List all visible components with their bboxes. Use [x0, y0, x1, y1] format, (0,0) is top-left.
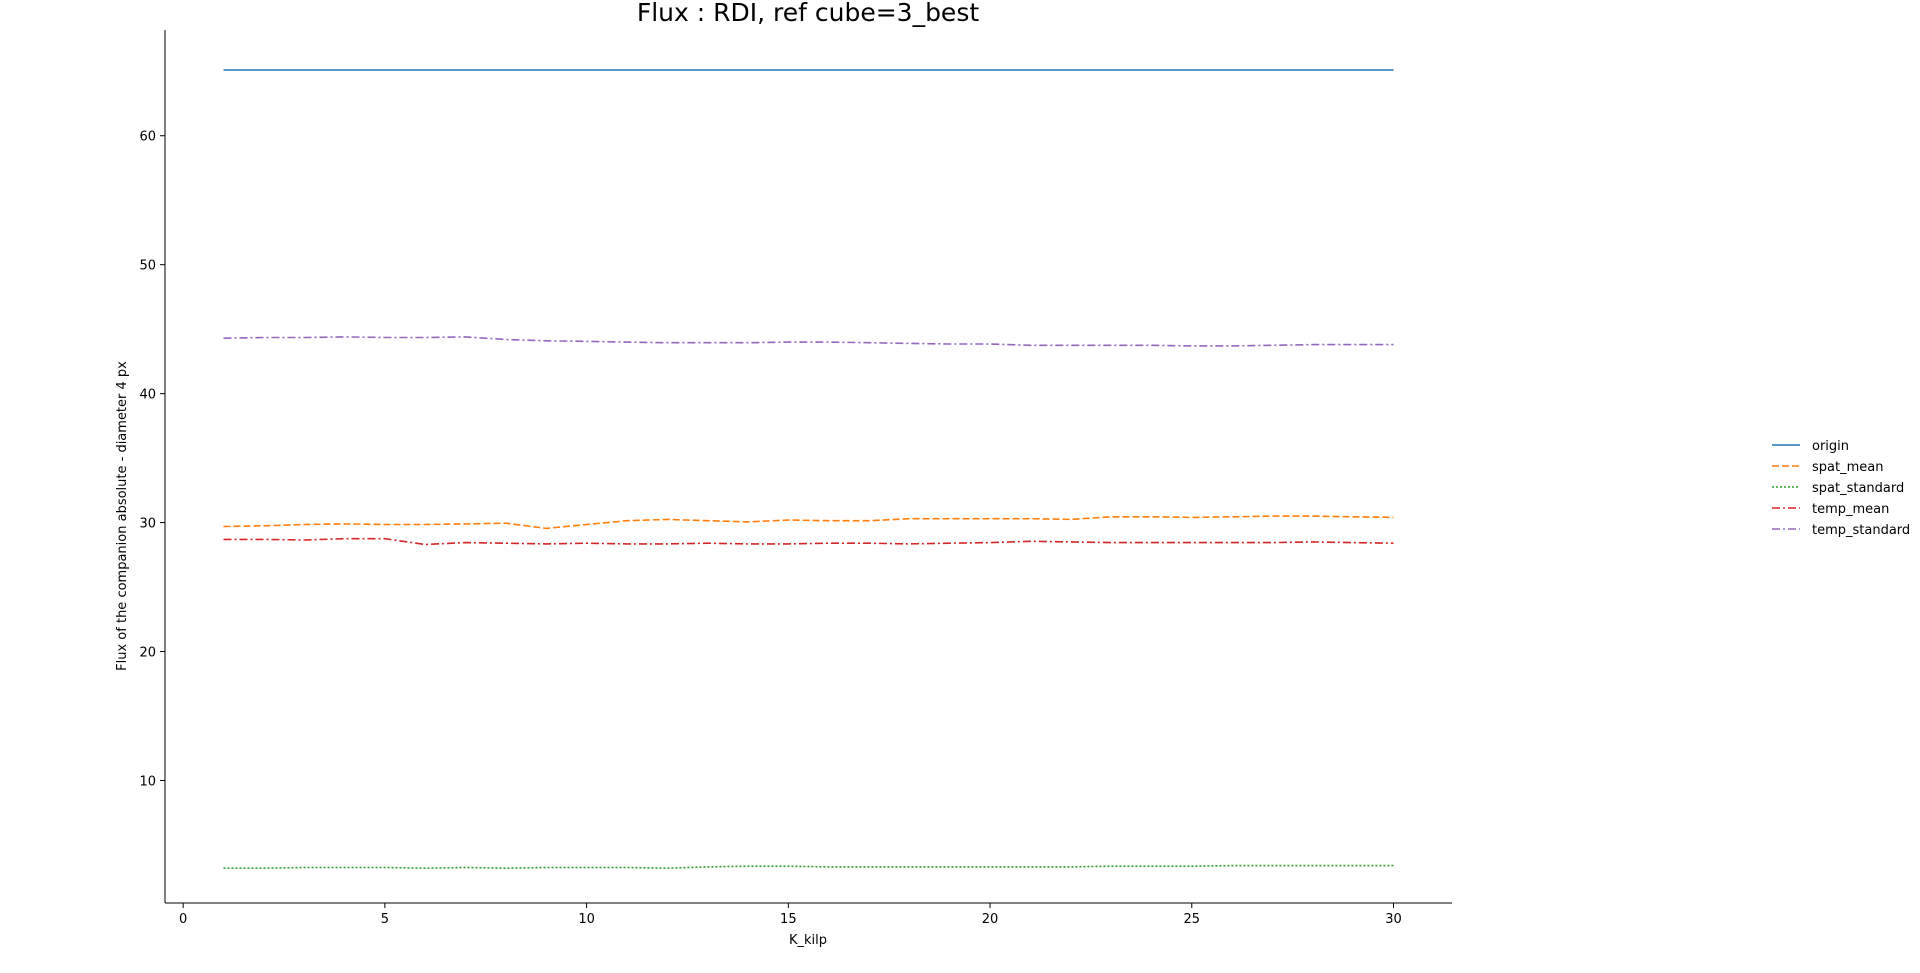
series-line-temp-standard: [223, 336, 1394, 347]
legend-label: spat_mean: [1812, 460, 1883, 475]
series-line-spat-standard: [223, 864, 1394, 870]
x-tick-label: 0: [179, 912, 187, 927]
series-line-spat-mean: [223, 515, 1394, 530]
tick-labels: 0 5 10 15 20 25 30 10 20 30 40 50 60: [139, 130, 1401, 927]
legend-label: origin: [1812, 439, 1849, 454]
y-tick-label: 20: [139, 646, 156, 661]
x-tick-label: 15: [780, 912, 797, 927]
y-tick-label: 40: [139, 388, 156, 403]
y-tick-label: 60: [139, 130, 156, 145]
x-tick-label: 10: [578, 912, 595, 927]
y-tick-label: 30: [139, 517, 156, 532]
legend-label: temp_standard: [1812, 523, 1910, 538]
x-tick-label: 25: [1184, 912, 1201, 927]
series-line-temp-mean: [223, 537, 1394, 546]
x-tick-label: 5: [381, 912, 389, 927]
x-axis-label: K_kilp: [789, 933, 827, 948]
legend-label: temp_mean: [1812, 502, 1889, 517]
legend-label: spat_standard: [1812, 481, 1904, 496]
axes: [164, 30, 1452, 904]
y-tick-label: 10: [139, 774, 156, 789]
x-tick-label: 20: [982, 912, 999, 927]
y-axis-label: Flux of the companion absolute - diamete…: [115, 361, 130, 671]
x-tick-label: 30: [1385, 912, 1402, 927]
legend: origin spat_mean spat_standard temp_meantem…: [1772, 439, 1910, 538]
series-lines: [223, 69, 1394, 870]
y-tick-label: 50: [139, 259, 156, 274]
chart-title: Flux : RDI, ref cube=3_best: [637, 0, 979, 27]
